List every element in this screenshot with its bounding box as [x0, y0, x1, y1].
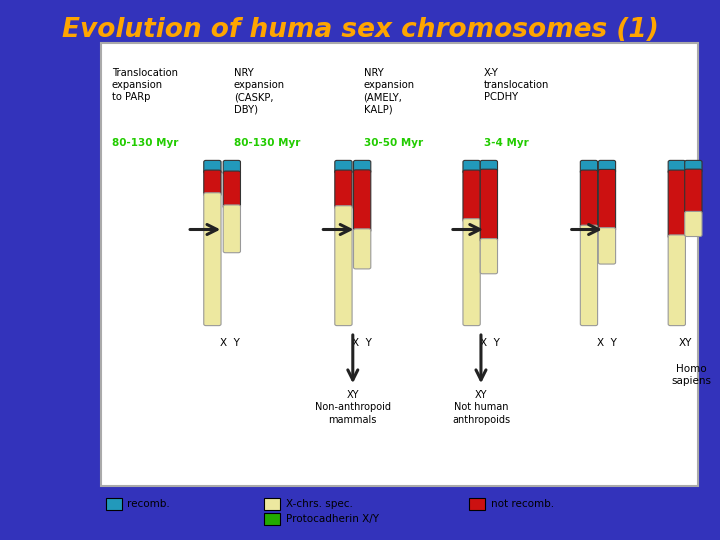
Text: X  Y: X Y: [220, 338, 240, 348]
FancyBboxPatch shape: [223, 205, 240, 253]
FancyBboxPatch shape: [335, 206, 352, 326]
FancyBboxPatch shape: [685, 212, 702, 237]
FancyBboxPatch shape: [354, 160, 371, 173]
FancyBboxPatch shape: [480, 169, 498, 242]
FancyBboxPatch shape: [580, 225, 598, 326]
Text: Evolution of huma sex chromosomes (1): Evolution of huma sex chromosomes (1): [62, 17, 658, 43]
Bar: [264, 513, 280, 525]
Text: not recomb.: not recomb.: [491, 499, 554, 509]
FancyBboxPatch shape: [204, 160, 221, 173]
Text: Translocation
expansion
to PARp: Translocation expansion to PARp: [112, 68, 178, 102]
Text: NRY
expansion
(CASKP,
DBY): NRY expansion (CASKP, DBY): [234, 68, 285, 114]
Bar: [101, 43, 698, 486]
Text: X  Y: X Y: [351, 338, 372, 348]
FancyBboxPatch shape: [598, 170, 616, 231]
Text: recomb.: recomb.: [127, 499, 170, 509]
Text: X-Y
translocation
PCDHY: X-Y translocation PCDHY: [484, 68, 549, 102]
Text: X  Y: X Y: [597, 338, 617, 348]
FancyBboxPatch shape: [354, 229, 371, 269]
Bar: [106, 498, 122, 510]
Text: X  Y: X Y: [480, 338, 500, 348]
Text: 80-130 Myr: 80-130 Myr: [234, 138, 300, 148]
FancyBboxPatch shape: [463, 170, 480, 222]
FancyBboxPatch shape: [335, 160, 352, 173]
FancyBboxPatch shape: [223, 171, 240, 208]
FancyBboxPatch shape: [463, 160, 480, 173]
Text: XY
Non-anthropoid
mammals: XY Non-anthropoid mammals: [315, 390, 391, 424]
FancyBboxPatch shape: [685, 160, 702, 172]
Bar: [469, 498, 485, 510]
Text: X-chrs. spec.: X-chrs. spec.: [286, 499, 353, 509]
Text: Homo
sapiens: Homo sapiens: [671, 364, 711, 386]
Text: NRY
expansion
(AMELY,
KALP): NRY expansion (AMELY, KALP): [364, 68, 415, 114]
FancyBboxPatch shape: [204, 170, 221, 196]
Text: 30-50 Myr: 30-50 Myr: [364, 138, 423, 148]
FancyBboxPatch shape: [335, 170, 352, 209]
FancyBboxPatch shape: [480, 239, 498, 274]
Bar: [264, 498, 280, 510]
FancyBboxPatch shape: [354, 170, 371, 232]
FancyBboxPatch shape: [480, 160, 498, 172]
FancyBboxPatch shape: [580, 160, 598, 173]
Text: 3-4 Myr: 3-4 Myr: [484, 138, 528, 148]
FancyBboxPatch shape: [204, 193, 221, 326]
FancyBboxPatch shape: [685, 169, 702, 215]
Text: XY: XY: [679, 338, 692, 348]
FancyBboxPatch shape: [223, 160, 240, 174]
FancyBboxPatch shape: [463, 219, 480, 326]
Text: Protocadherin X/Y: Protocadherin X/Y: [286, 514, 379, 524]
FancyBboxPatch shape: [580, 170, 598, 228]
FancyBboxPatch shape: [598, 228, 616, 264]
FancyBboxPatch shape: [598, 160, 616, 173]
FancyBboxPatch shape: [668, 235, 685, 326]
FancyBboxPatch shape: [668, 170, 685, 238]
FancyBboxPatch shape: [668, 160, 685, 173]
Text: 80-130 Myr: 80-130 Myr: [112, 138, 178, 148]
Text: XY
Not human
anthropoids: XY Not human anthropoids: [452, 390, 510, 424]
